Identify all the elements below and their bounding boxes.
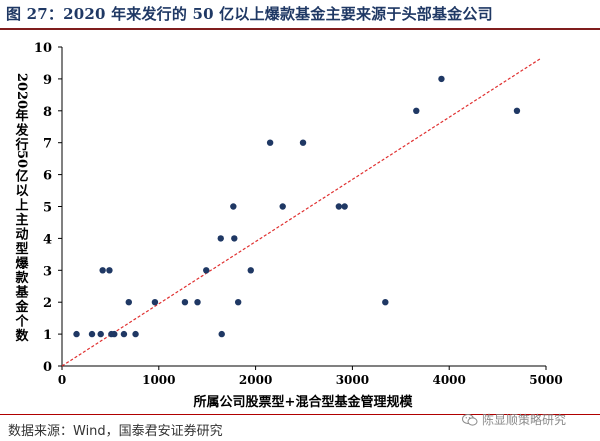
figure-header: 图 27：2020 年来发行的 50 亿以上爆款基金主要来源于头部基金公司	[0, 0, 600, 30]
y-axis-title-char: 基	[14, 285, 29, 301]
data-point	[382, 299, 389, 306]
y-tick-label: 7	[43, 137, 52, 152]
data-point	[88, 330, 96, 338]
x-tick-label: 3000	[336, 373, 369, 387]
y-tick-label: 4	[43, 232, 52, 247]
y-axis-title-char: 主	[15, 212, 28, 228]
data-point	[279, 203, 286, 210]
data-point	[230, 203, 237, 210]
data-point	[513, 107, 521, 115]
data-point	[231, 235, 238, 242]
data-point	[217, 235, 224, 242]
data-point	[335, 203, 343, 210]
y-axis-title-char: 行	[14, 137, 28, 153]
data-point	[341, 203, 348, 210]
y-axis-title-char: 个	[14, 314, 29, 330]
y-axis-title-char: 款	[15, 270, 29, 286]
data-point	[438, 75, 445, 83]
data-source-note: 数据来源：Wind，国泰君安证券研究	[8, 424, 223, 439]
y-axis-title-char: 上	[15, 199, 28, 214]
data-point	[73, 330, 80, 338]
data-point	[97, 330, 104, 338]
watermark: 陈显顺策略研究	[462, 411, 566, 428]
data-point	[234, 299, 242, 306]
y-tick-label: 10	[34, 41, 52, 56]
data-point	[120, 330, 128, 338]
data-point	[266, 139, 274, 146]
y-axis-title-char: 型	[15, 241, 28, 257]
x-tick-label: 1000	[142, 373, 175, 387]
data-point	[299, 139, 307, 146]
y-axis-title-char: 动	[15, 228, 28, 243]
y-tick-label: 8	[43, 105, 52, 120]
watermark-text: 陈显顺策略研究	[482, 413, 567, 427]
data-point	[151, 299, 159, 306]
plot-area: 0 1 2 3 4 5 6 7 8 9 10 0 1000 2000 3000 4000 5000	[34, 41, 563, 387]
data-point	[247, 267, 254, 274]
data-point	[111, 330, 118, 338]
y-tick-label: 5	[43, 201, 52, 216]
data-point	[181, 299, 189, 306]
data-point	[203, 267, 210, 274]
y-axis-title-char: 爆	[15, 256, 29, 272]
data-point	[99, 267, 106, 274]
y-axis-title-segment: 2020	[14, 73, 29, 109]
data-point	[106, 267, 113, 274]
y-axis-title-char: 年	[15, 108, 28, 124]
x-tick-label: 2000	[239, 373, 272, 387]
y-tick-label: 1	[43, 328, 52, 343]
header-divider	[0, 28, 600, 30]
scatter-chart: 2020 年发行 50 亿以上主动型爆款基金个数 0 1 2 3 4 5 6 7 8 9 10 0 1000 2…	[0, 32, 600, 412]
y-axis-title-char: 发	[14, 123, 29, 139]
data-point	[125, 299, 132, 306]
footer-divider	[0, 414, 600, 415]
data-point	[413, 107, 420, 115]
y-axis-title-segment: 50	[14, 150, 29, 168]
y-tick-label: 3	[43, 264, 52, 279]
data-point	[194, 299, 201, 306]
trend-line	[61, 57, 542, 367]
data-point	[218, 330, 225, 338]
figure-title: 图 27：2020 年来发行的 50 亿以上爆款基金主要来源于头部基金公司	[6, 5, 493, 23]
x-axis-title: 所属公司股票型+混合型基金管理规模	[194, 394, 414, 410]
y-tick-label: 0	[43, 360, 52, 375]
y-axis-title-char: 以	[15, 184, 28, 199]
wechat-icon	[462, 413, 478, 426]
x-tick-label: 5000	[529, 373, 562, 387]
x-tick-label: 4000	[432, 373, 465, 387]
y-tick-label: 2	[43, 296, 52, 311]
y-axis-title-char: 金	[14, 299, 29, 315]
y-tick-label: 6	[43, 169, 52, 184]
y-axis-title-char: 亿	[15, 169, 28, 185]
data-point	[132, 330, 139, 338]
x-tick-label: 0	[58, 373, 66, 387]
y-tick-label: 9	[43, 73, 52, 88]
y-axis-title-char: 数	[15, 328, 29, 344]
